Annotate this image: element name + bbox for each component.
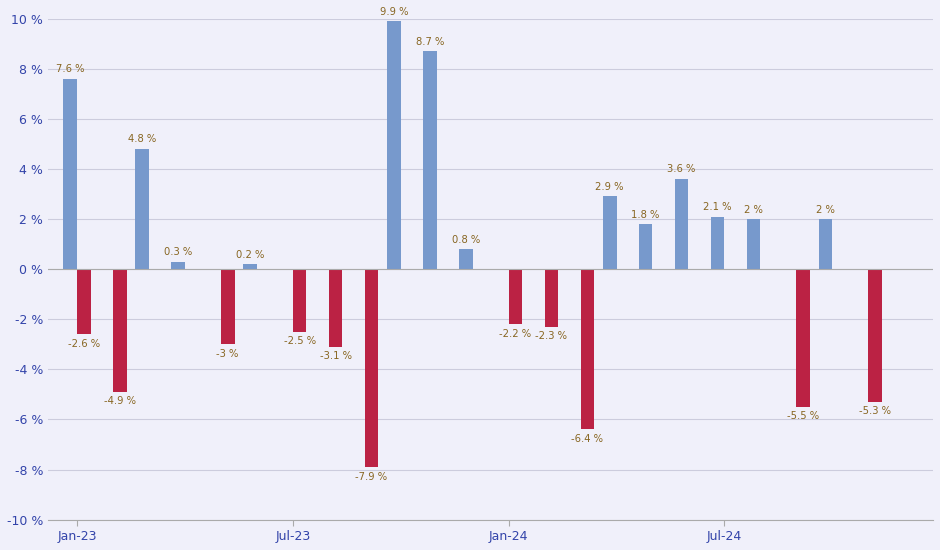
Text: 0.3 %: 0.3 %	[164, 247, 192, 257]
Text: 2 %: 2 %	[816, 205, 835, 214]
Bar	[819, 219, 832, 269]
Bar	[221, 269, 234, 344]
Text: 9.9 %: 9.9 %	[380, 7, 408, 16]
Text: -2.6 %: -2.6 %	[68, 339, 100, 349]
Bar	[135, 149, 149, 269]
Text: 1.8 %: 1.8 %	[632, 210, 660, 219]
Bar	[581, 269, 594, 430]
Bar	[869, 269, 882, 402]
Bar	[113, 269, 127, 392]
Bar	[329, 269, 342, 347]
Text: 0.2 %: 0.2 %	[236, 250, 264, 260]
Text: -6.4 %: -6.4 %	[572, 434, 603, 444]
Bar	[63, 79, 77, 269]
Text: -4.9 %: -4.9 %	[103, 397, 135, 406]
Text: 4.8 %: 4.8 %	[128, 134, 156, 145]
Text: -7.9 %: -7.9 %	[355, 471, 387, 482]
Text: -2.2 %: -2.2 %	[499, 329, 531, 339]
Text: -2.5 %: -2.5 %	[284, 336, 316, 346]
Bar	[387, 21, 400, 269]
Bar	[292, 269, 306, 332]
Bar	[171, 262, 185, 269]
Bar	[675, 179, 688, 269]
Text: 2.1 %: 2.1 %	[703, 202, 732, 212]
Text: -5.5 %: -5.5 %	[787, 411, 820, 421]
Bar	[603, 196, 617, 269]
Text: -2.3 %: -2.3 %	[536, 331, 568, 341]
Text: 7.6 %: 7.6 %	[55, 64, 85, 74]
Text: 8.7 %: 8.7 %	[415, 37, 444, 47]
Text: -5.3 %: -5.3 %	[859, 406, 891, 416]
Bar	[639, 224, 652, 269]
Text: -3 %: -3 %	[216, 349, 239, 359]
Text: 2 %: 2 %	[744, 205, 763, 214]
Bar	[509, 269, 523, 324]
Text: -3.1 %: -3.1 %	[320, 351, 352, 361]
Bar	[423, 51, 437, 269]
Bar	[746, 219, 760, 269]
Text: 2.9 %: 2.9 %	[595, 182, 624, 192]
Bar	[544, 269, 558, 327]
Text: 0.8 %: 0.8 %	[452, 235, 480, 245]
Bar	[365, 269, 379, 467]
Bar	[796, 269, 810, 407]
Bar	[711, 217, 725, 269]
Text: 3.6 %: 3.6 %	[667, 164, 696, 174]
Bar	[459, 249, 473, 269]
Bar	[77, 269, 90, 334]
Bar	[243, 264, 257, 269]
